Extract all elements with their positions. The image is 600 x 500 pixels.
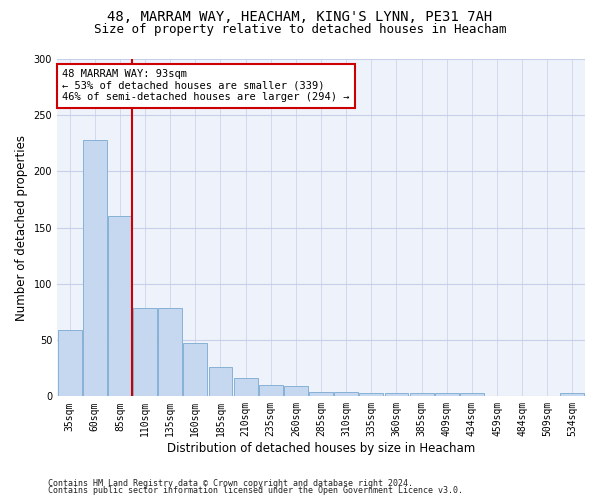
Bar bbox=[410, 393, 434, 396]
Bar bbox=[209, 367, 232, 396]
Bar bbox=[435, 393, 458, 396]
Bar bbox=[560, 393, 584, 396]
Bar bbox=[309, 392, 333, 396]
Bar bbox=[284, 386, 308, 396]
X-axis label: Distribution of detached houses by size in Heacham: Distribution of detached houses by size … bbox=[167, 442, 475, 455]
Bar bbox=[184, 344, 207, 396]
Bar bbox=[385, 393, 409, 396]
Bar bbox=[108, 216, 132, 396]
Bar bbox=[259, 385, 283, 396]
Text: 48, MARRAM WAY, HEACHAM, KING'S LYNN, PE31 7AH: 48, MARRAM WAY, HEACHAM, KING'S LYNN, PE… bbox=[107, 10, 493, 24]
Bar bbox=[58, 330, 82, 396]
Bar bbox=[83, 140, 107, 396]
Bar bbox=[460, 393, 484, 396]
Bar bbox=[359, 393, 383, 396]
Bar bbox=[133, 308, 157, 396]
Bar bbox=[158, 308, 182, 396]
Text: 48 MARRAM WAY: 93sqm
← 53% of detached houses are smaller (339)
46% of semi-deta: 48 MARRAM WAY: 93sqm ← 53% of detached h… bbox=[62, 69, 350, 102]
Text: Contains HM Land Registry data © Crown copyright and database right 2024.: Contains HM Land Registry data © Crown c… bbox=[48, 478, 413, 488]
Y-axis label: Number of detached properties: Number of detached properties bbox=[15, 134, 28, 320]
Bar bbox=[334, 392, 358, 396]
Text: Size of property relative to detached houses in Heacham: Size of property relative to detached ho… bbox=[94, 22, 506, 36]
Bar bbox=[233, 378, 257, 396]
Text: Contains public sector information licensed under the Open Government Licence v3: Contains public sector information licen… bbox=[48, 486, 463, 495]
